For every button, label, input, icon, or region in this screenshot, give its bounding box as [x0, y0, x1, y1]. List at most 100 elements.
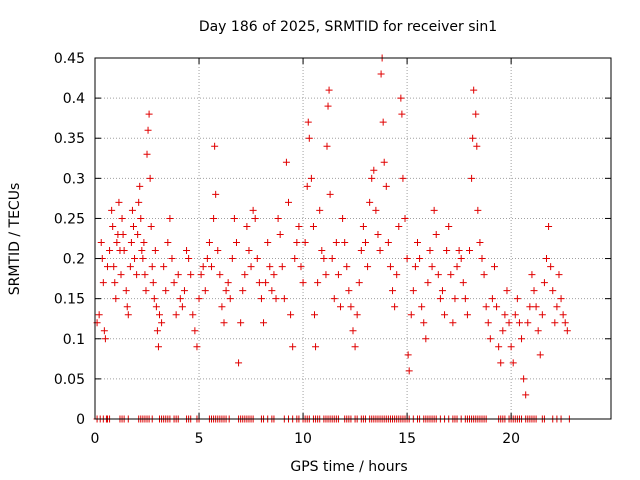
data-point — [407, 311, 415, 319]
data-point — [149, 279, 157, 287]
data-point — [97, 239, 105, 247]
data-point — [301, 239, 309, 247]
data-point — [100, 327, 108, 335]
data-point — [185, 255, 193, 263]
data-point — [380, 158, 388, 166]
data-point — [311, 311, 319, 319]
y-tick-label: 0 — [76, 412, 85, 428]
data-point — [144, 126, 152, 134]
y-tick-label: 0.45 — [54, 51, 85, 67]
data-point — [339, 214, 347, 222]
data-point — [314, 279, 322, 287]
data-point — [453, 263, 461, 271]
data-point — [212, 190, 220, 198]
data-point — [374, 230, 382, 238]
y-tick-label: 0.25 — [54, 211, 85, 227]
data-point — [164, 239, 172, 247]
data-point — [551, 319, 559, 327]
data-point — [418, 303, 426, 311]
data-point — [226, 295, 234, 303]
data-point — [366, 198, 374, 206]
data-point — [237, 319, 245, 327]
y-tick-label: 0.35 — [54, 131, 85, 147]
data-point — [320, 255, 328, 263]
data-point — [332, 239, 340, 247]
data-point — [328, 255, 336, 263]
data-point — [189, 311, 197, 319]
data-point — [532, 303, 540, 311]
data-point — [158, 319, 166, 327]
data-point — [220, 319, 228, 327]
data-point — [287, 311, 295, 319]
data-point — [170, 279, 178, 287]
data-point — [507, 343, 515, 351]
data-point — [398, 110, 406, 118]
data-point — [353, 311, 361, 319]
y-axis-label: SRMTID / TECUs — [7, 183, 23, 296]
data-point — [524, 319, 532, 327]
x-tick-label: 15 — [398, 431, 416, 447]
data-point — [490, 263, 498, 271]
x-tick-label: 10 — [294, 431, 312, 447]
data-point — [111, 279, 119, 287]
data-point — [247, 263, 255, 271]
data-point — [482, 303, 490, 311]
data-point — [126, 263, 134, 271]
x-tick-label: 5 — [195, 431, 204, 447]
plot-frame — [94, 57, 612, 420]
data-point — [216, 271, 224, 279]
data-point — [414, 239, 421, 247]
data-point — [484, 319, 492, 327]
data-point — [195, 295, 203, 303]
data-point — [162, 287, 170, 295]
data-point — [325, 86, 333, 94]
data-point — [561, 319, 569, 327]
data-point — [520, 375, 528, 383]
data-point — [214, 247, 222, 255]
data-point — [154, 343, 162, 351]
y-tick-label: 0.05 — [54, 372, 85, 388]
data-point — [245, 247, 253, 255]
data-point — [136, 182, 144, 190]
data-point — [445, 222, 453, 230]
data-point — [411, 263, 419, 271]
data-point — [143, 150, 151, 158]
data-point — [384, 239, 392, 247]
data-point — [305, 134, 313, 142]
data-point — [119, 230, 127, 238]
data-point — [241, 271, 249, 279]
data-point — [549, 287, 557, 295]
data-point — [493, 303, 501, 311]
data-point — [133, 271, 141, 279]
data-point — [428, 263, 436, 271]
data-point — [469, 134, 477, 142]
data-point — [457, 255, 465, 263]
data-point — [538, 311, 546, 319]
data-point — [545, 222, 553, 230]
data-point — [343, 263, 351, 271]
data-point — [108, 206, 116, 214]
data-point — [379, 118, 387, 126]
data-point — [135, 198, 143, 206]
data-point — [515, 319, 523, 327]
data-point — [312, 343, 320, 351]
data-point — [110, 263, 118, 271]
data-point — [480, 271, 488, 279]
data-point — [370, 166, 378, 174]
data-point — [148, 263, 156, 271]
data-point — [147, 222, 155, 230]
data-point — [430, 206, 438, 214]
data-point — [176, 295, 184, 303]
data-point — [503, 287, 511, 295]
data-point — [337, 303, 345, 311]
data-point — [463, 311, 471, 319]
data-point — [391, 303, 399, 311]
data-point — [540, 279, 548, 287]
data-point — [270, 271, 278, 279]
data-point — [372, 206, 380, 214]
data-point — [409, 287, 417, 295]
data-point — [432, 230, 440, 238]
data-point — [404, 351, 412, 359]
data-point — [563, 327, 571, 335]
data-point — [518, 335, 526, 343]
